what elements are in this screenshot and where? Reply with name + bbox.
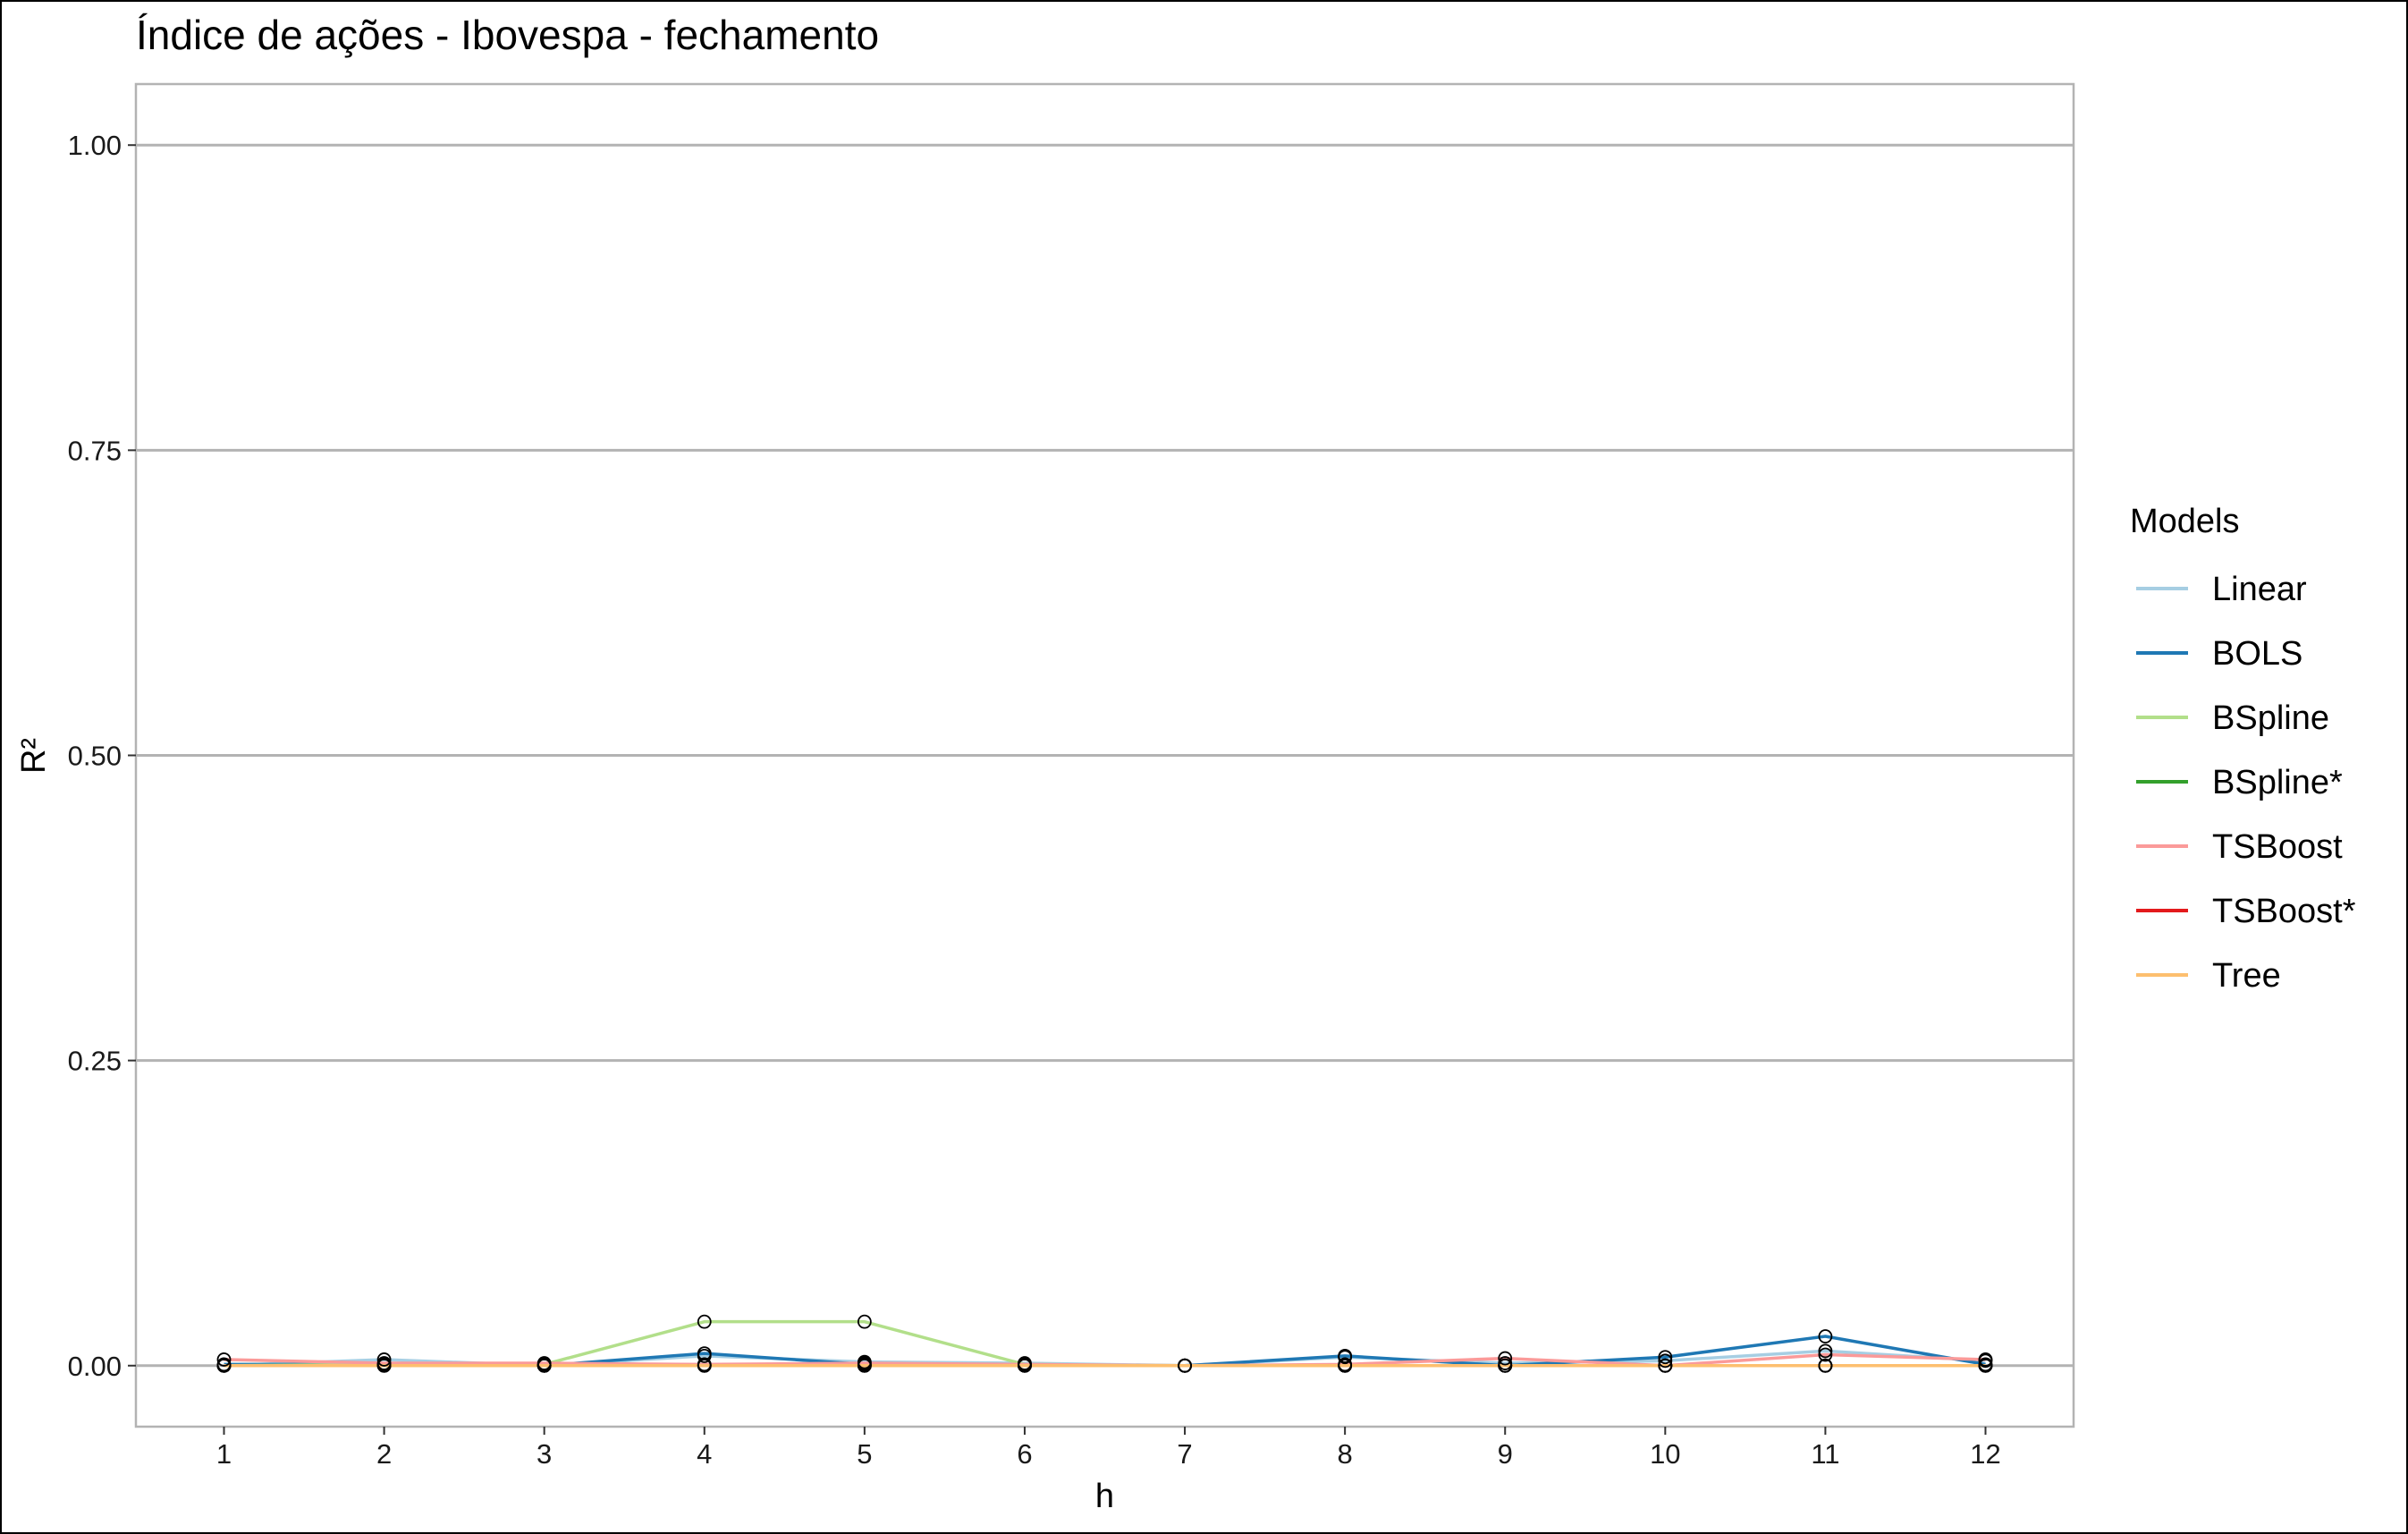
x-tick-label: 10 <box>1650 1438 1680 1470</box>
y-tick-label: 0.75 <box>68 435 122 466</box>
x-tick-label: 2 <box>376 1438 392 1470</box>
data-point-tree <box>537 1358 552 1373</box>
x-tick-label: 7 <box>1177 1438 1192 1470</box>
legend-title: Models <box>2130 503 2240 540</box>
data-point-linear <box>1818 1343 1833 1359</box>
data-point-tree <box>697 1358 712 1373</box>
x-tick-label: 6 <box>1017 1438 1032 1470</box>
legend-label: TSBoost* <box>2212 893 2356 930</box>
y-axis-label: R² <box>15 738 53 774</box>
legend-label: Linear <box>2212 571 2307 608</box>
legend: Models Linear BOLS BSpline BSpline* TSBoost T… <box>2130 503 2356 995</box>
x-tick-label: 12 <box>1970 1438 2000 1470</box>
data-point-tree <box>376 1358 392 1373</box>
x-tick-label: 5 <box>857 1438 872 1470</box>
data-points <box>216 1314 1993 1373</box>
y-tick-label: 1.00 <box>68 130 122 161</box>
axes: 0.000.250.500.751.001 2 3 4 5 6 7 8 9 10 11 12 <box>68 130 2001 1470</box>
data-point-tsboost <box>1498 1351 1513 1366</box>
x-tick-label: 3 <box>537 1438 552 1470</box>
x-tick-label: 4 <box>697 1438 712 1470</box>
x-axis-label: h <box>1095 1478 1114 1515</box>
legend-label: TSBoost <box>2212 828 2343 866</box>
data-point-bols <box>1338 1348 1353 1363</box>
data-point-tsboost <box>216 1352 232 1367</box>
legend-label: Tree <box>2212 957 2281 995</box>
x-tick-label: 8 <box>1338 1438 1353 1470</box>
data-point-linear <box>376 1352 392 1367</box>
data-point-tree <box>216 1358 232 1373</box>
data-point-tsboost <box>1978 1352 1993 1367</box>
series-line-bspline <box>224 1319 1986 1368</box>
data-point-tree <box>1658 1358 1673 1373</box>
data-point-tsboost <box>1818 1347 1833 1362</box>
data-point-tree <box>857 1358 872 1373</box>
data-point-tree <box>1178 1358 1192 1373</box>
chart-title: Índice de ações - Ibovespa - fechamento <box>136 12 879 58</box>
x-tick-label: 1 <box>216 1438 232 1470</box>
gridlines <box>136 143 2074 1368</box>
legend-label: BSpline* <box>2212 764 2343 801</box>
y-tick-label: 0.25 <box>68 1046 122 1077</box>
data-point-linear <box>1658 1353 1673 1369</box>
x-tick-label: 9 <box>1498 1438 1513 1470</box>
data-point-bspline <box>857 1314 872 1329</box>
data-point-bols <box>1818 1329 1833 1343</box>
legend-label: BOLS <box>2212 635 2302 673</box>
legend-label: BSpline <box>2212 699 2329 737</box>
data-point-tree <box>1978 1358 1993 1373</box>
data-point-tree <box>1338 1358 1353 1373</box>
data-point-tree <box>1818 1358 1833 1373</box>
data-point-tree <box>1498 1358 1513 1373</box>
series-lines <box>224 1319 1986 1368</box>
x-tick-label: 11 <box>1811 1438 1839 1470</box>
y-tick-label: 0.50 <box>68 741 122 772</box>
y-tick-label: 0.00 <box>68 1351 122 1382</box>
data-point-bols <box>1658 1350 1673 1365</box>
data-point-tree <box>1018 1358 1032 1373</box>
data-point-bspline <box>697 1314 712 1329</box>
